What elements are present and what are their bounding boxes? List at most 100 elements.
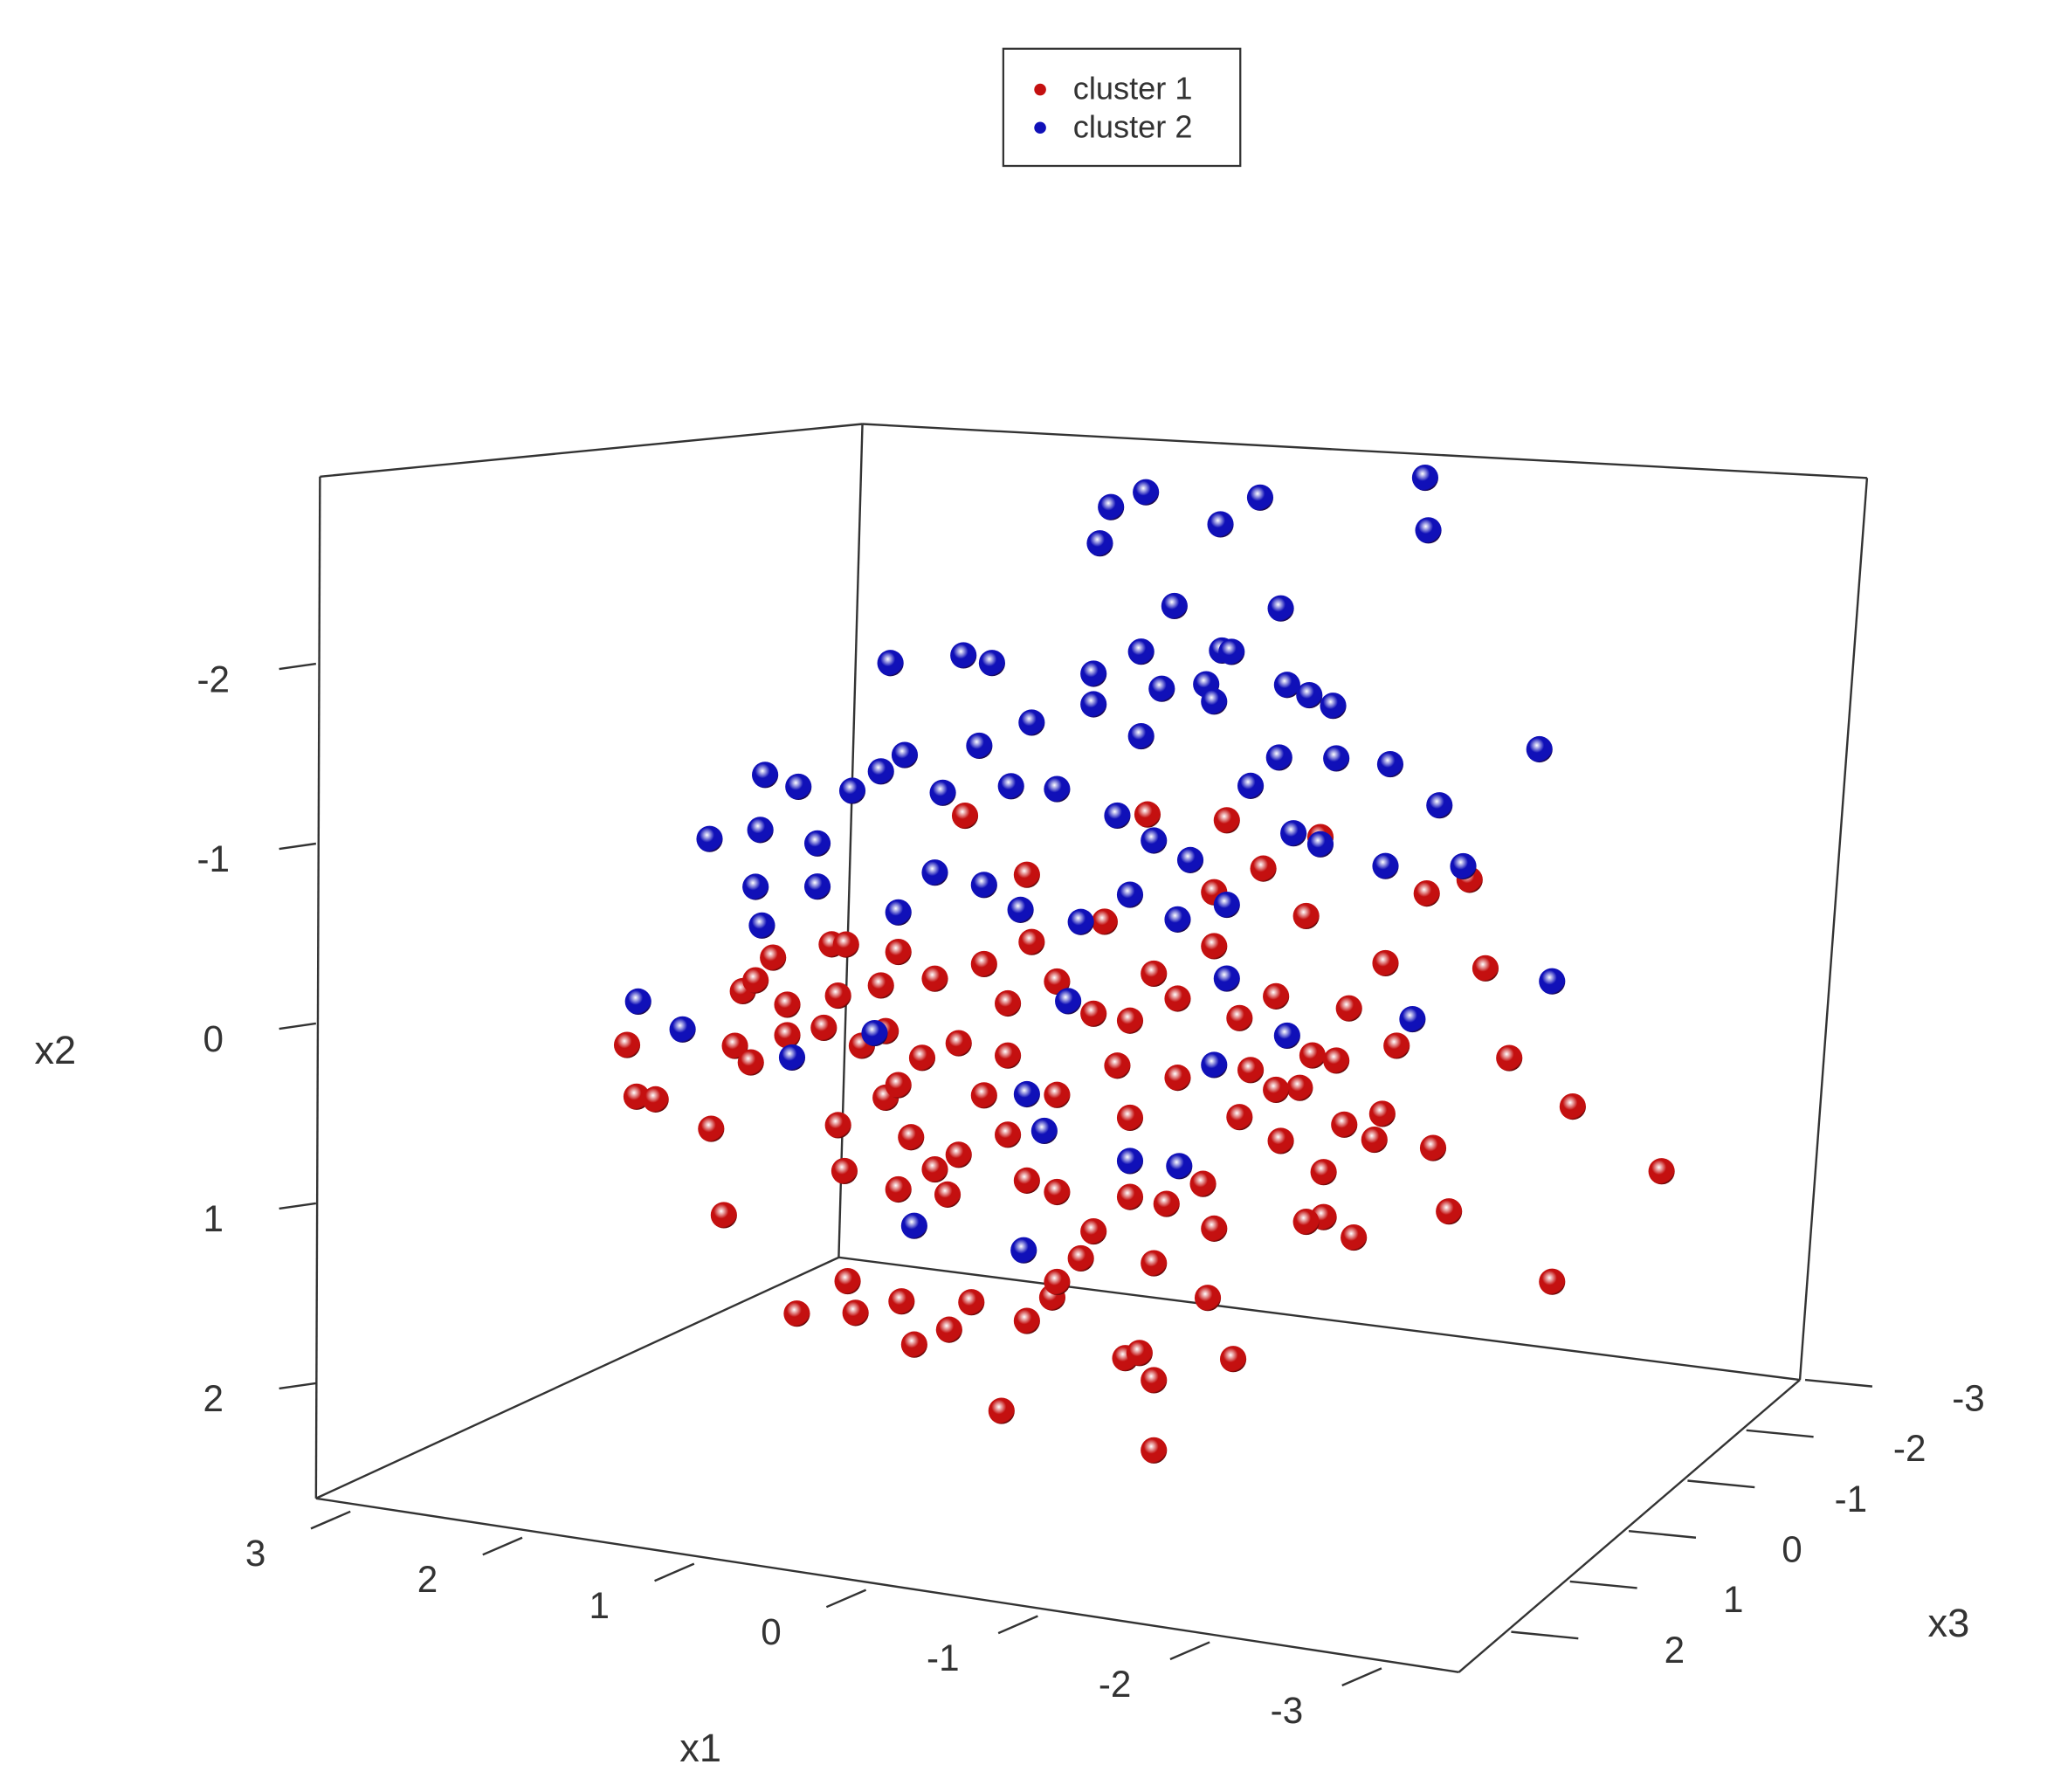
x-tick-label: -2 bbox=[1099, 1664, 1132, 1705]
point bbox=[970, 872, 997, 899]
point bbox=[1153, 1190, 1180, 1217]
x-tick bbox=[482, 1536, 523, 1556]
axes-box bbox=[314, 423, 1869, 1673]
legend-marker bbox=[1034, 121, 1046, 134]
point bbox=[1201, 933, 1228, 960]
point bbox=[803, 873, 831, 900]
point bbox=[1450, 852, 1477, 880]
point bbox=[1013, 861, 1040, 888]
point bbox=[710, 1202, 737, 1229]
box-edge bbox=[1458, 1379, 1801, 1673]
x-tick-label: -1 bbox=[927, 1637, 960, 1678]
point bbox=[877, 650, 904, 677]
point bbox=[1104, 802, 1131, 830]
point bbox=[1164, 985, 1191, 1012]
point bbox=[774, 991, 801, 1018]
point bbox=[1116, 1148, 1144, 1175]
point bbox=[1213, 965, 1240, 992]
point bbox=[1091, 908, 1118, 935]
point bbox=[1098, 493, 1125, 520]
point bbox=[867, 758, 894, 785]
point bbox=[1292, 1209, 1320, 1236]
point bbox=[752, 762, 779, 789]
x-tick bbox=[310, 1510, 351, 1530]
point bbox=[778, 1044, 806, 1071]
z-tick bbox=[1511, 1630, 1579, 1640]
point bbox=[921, 859, 948, 886]
point bbox=[760, 944, 787, 971]
point bbox=[783, 1300, 810, 1327]
point bbox=[988, 1397, 1015, 1424]
z-tick-label: -1 bbox=[1835, 1478, 1868, 1520]
point bbox=[1213, 892, 1240, 919]
point bbox=[958, 1289, 985, 1316]
point bbox=[842, 1299, 869, 1327]
point bbox=[1539, 968, 1566, 995]
point bbox=[1372, 949, 1399, 977]
box-edge bbox=[1798, 478, 1869, 1381]
point bbox=[1207, 511, 1234, 538]
box-edge bbox=[320, 423, 863, 479]
point bbox=[1134, 801, 1161, 828]
point bbox=[1419, 1134, 1447, 1161]
axis-title-x3: x3 bbox=[1928, 1601, 1970, 1645]
legend-label: cluster 2 bbox=[1073, 108, 1193, 144]
point bbox=[1067, 908, 1094, 935]
point bbox=[951, 802, 979, 830]
box-edge bbox=[315, 1497, 1459, 1673]
point bbox=[1250, 855, 1277, 882]
point bbox=[1341, 1224, 1368, 1251]
z-tick-label: -2 bbox=[1893, 1428, 1926, 1469]
point bbox=[995, 1121, 1022, 1148]
point bbox=[1237, 1057, 1265, 1084]
point bbox=[1539, 1268, 1566, 1295]
point bbox=[1013, 1167, 1040, 1194]
point bbox=[834, 1267, 861, 1295]
point bbox=[1273, 672, 1300, 699]
point bbox=[1263, 982, 1290, 1010]
point bbox=[1013, 1080, 1040, 1108]
point bbox=[995, 1042, 1022, 1069]
legend-marker bbox=[1034, 83, 1046, 96]
point bbox=[1201, 1051, 1228, 1079]
z-tick-label: 2 bbox=[1665, 1630, 1685, 1671]
z-tick bbox=[1628, 1530, 1697, 1539]
point bbox=[997, 773, 1024, 800]
point bbox=[737, 1049, 764, 1076]
point bbox=[950, 642, 977, 669]
x-tick-label: 0 bbox=[761, 1611, 781, 1652]
point bbox=[1273, 1022, 1300, 1049]
y-tick bbox=[279, 662, 317, 671]
point bbox=[1044, 1081, 1071, 1108]
point bbox=[1141, 827, 1168, 854]
z-tick bbox=[1687, 1479, 1755, 1489]
point bbox=[1148, 675, 1175, 702]
y-tick-label: -1 bbox=[196, 838, 230, 879]
point bbox=[1055, 988, 1082, 1015]
point bbox=[669, 1016, 696, 1043]
point bbox=[1044, 1268, 1071, 1296]
point bbox=[1013, 1307, 1040, 1334]
point bbox=[1080, 1000, 1107, 1027]
point bbox=[1472, 955, 1499, 982]
point bbox=[1080, 660, 1107, 687]
point bbox=[785, 773, 812, 800]
point bbox=[1104, 1052, 1131, 1079]
point bbox=[1237, 772, 1265, 799]
point bbox=[1007, 896, 1034, 923]
y-tick bbox=[279, 1022, 317, 1030]
series-points bbox=[624, 464, 1566, 1264]
point bbox=[1331, 1111, 1358, 1138]
y-tick bbox=[279, 842, 317, 851]
point bbox=[831, 1157, 858, 1184]
point bbox=[978, 650, 1005, 677]
y-tick-label: -2 bbox=[196, 658, 230, 700]
point bbox=[1018, 928, 1045, 955]
series-points bbox=[613, 801, 1675, 1464]
point bbox=[1296, 682, 1323, 709]
point bbox=[1323, 1047, 1350, 1074]
point bbox=[1372, 852, 1399, 879]
point bbox=[721, 1032, 748, 1059]
x-tick-label: 3 bbox=[245, 1533, 265, 1574]
x-tick bbox=[654, 1562, 695, 1582]
